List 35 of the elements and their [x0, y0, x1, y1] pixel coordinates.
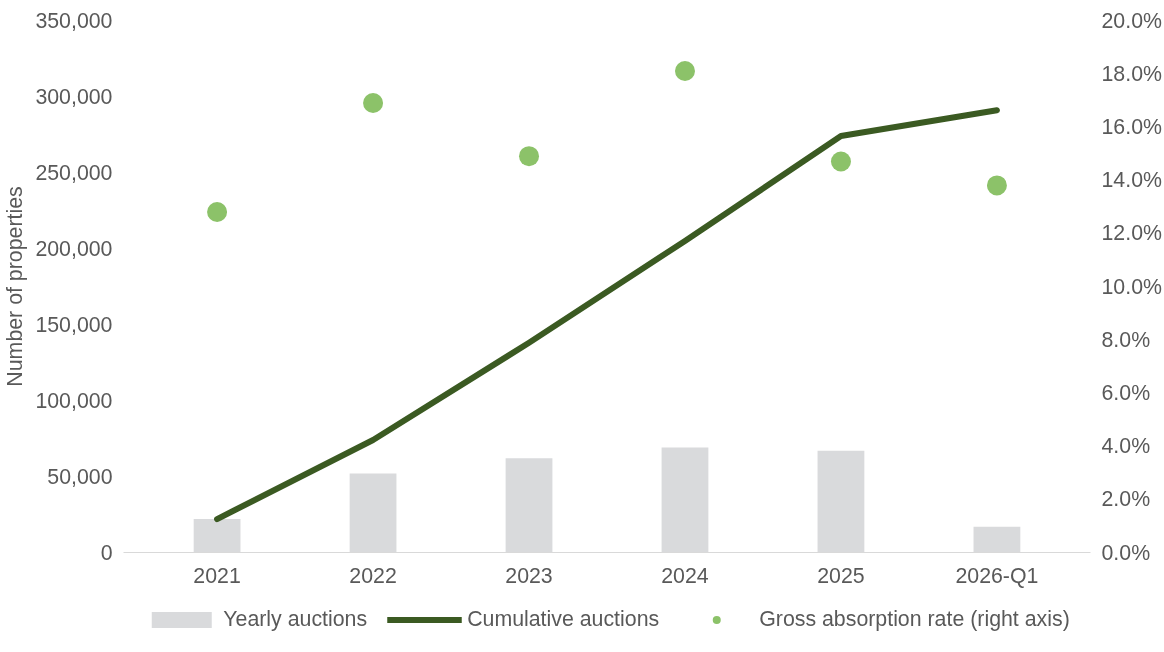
y2-tick-label: 20.0% [1101, 8, 1163, 33]
y-tick-label: 250,000 [35, 161, 113, 185]
point [830, 151, 851, 172]
y-tick-label: 0 [100, 541, 113, 565]
point [986, 175, 1007, 196]
legend-label: Yearly auctions [223, 606, 368, 632]
x-tick-label: 2022 [349, 563, 397, 588]
x-tick-label: 2021 [193, 563, 241, 588]
y-tick-label: 100,000 [35, 389, 113, 413]
legend-label: Cumulative auctions [467, 606, 660, 632]
y2-tick-label: 10.0% [1101, 274, 1163, 299]
point [519, 146, 540, 167]
x-tick-label: 2026-Q1 [955, 563, 1039, 588]
y-tick-label: 150,000 [35, 313, 113, 337]
y2-tick-label: 2.0% [1101, 487, 1151, 512]
y-tick-label: 300,000 [35, 85, 113, 109]
point [207, 202, 228, 222]
x-tick-label: 2024 [661, 563, 709, 588]
y2-tick-label: 12.0% [1101, 221, 1163, 246]
y2-tick-label: 8.0% [1101, 327, 1151, 352]
y-tick-label: 50,000 [47, 465, 113, 489]
y-tick-label: 350,000 [35, 9, 113, 33]
y-axis-title: Number of properties [3, 186, 28, 387]
point [674, 61, 695, 82]
point [363, 92, 384, 113]
y-tick-label: 200,000 [35, 237, 113, 261]
y2-tick-label: 0.0% [1101, 540, 1151, 565]
legend-label: Gross absorption rate (right axis) [759, 606, 1070, 632]
y2-tick-label: 16.0% [1101, 114, 1163, 139]
x-tick-label: 2023 [505, 563, 553, 588]
y2-tick-label: 6.0% [1101, 380, 1151, 405]
y2-tick-label: 18.0% [1101, 61, 1163, 86]
y2-tick-label: 14.0% [1101, 168, 1163, 193]
y2-tick-label: 4.0% [1101, 434, 1151, 459]
x-tick-label: 2025 [817, 563, 865, 588]
